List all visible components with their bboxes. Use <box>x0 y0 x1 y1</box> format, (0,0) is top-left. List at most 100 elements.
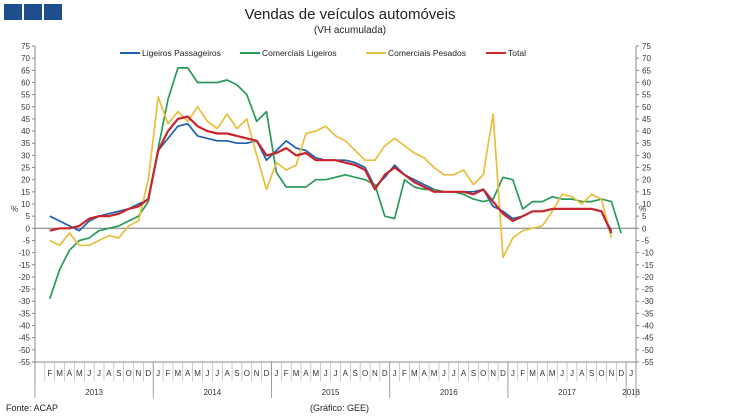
y-tick-label-left: 25 <box>21 164 30 173</box>
y-tick-label-right: -35 <box>642 309 654 318</box>
month-tick-label: J <box>156 369 160 378</box>
y-tick-label-right: -50 <box>642 346 654 355</box>
month-tick-label: A <box>422 369 428 378</box>
year-tick-label: 2015 <box>322 388 340 397</box>
y-tick-label-left: -40 <box>18 322 30 331</box>
month-tick-label: O <box>125 369 131 378</box>
y-tick-label-right: -40 <box>642 322 654 331</box>
month-tick-label: A <box>224 369 230 378</box>
y-axis-unit-left: % <box>11 204 18 213</box>
month-tick-label: J <box>97 369 101 378</box>
month-tick-label: A <box>579 369 585 378</box>
y-tick-label-right: 35 <box>642 139 651 148</box>
month-tick-label: J <box>274 369 278 378</box>
y-tick-label-right: 20 <box>642 176 651 185</box>
y-tick-label-left: 10 <box>21 200 30 209</box>
month-tick-label: A <box>461 369 467 378</box>
month-tick-label: J <box>442 369 446 378</box>
month-tick-label: M <box>175 369 182 378</box>
y-tick-label-left: 65 <box>21 66 30 75</box>
y-tick-label-right: -25 <box>642 285 654 294</box>
y-tick-label-left: -5 <box>23 236 31 245</box>
y-tick-label-left: -20 <box>18 273 30 282</box>
month-tick-label: J <box>205 369 209 378</box>
y-tick-label-right: 0 <box>642 224 647 233</box>
series-line-total <box>49 115 613 234</box>
y-tick-label-right: 5 <box>642 212 647 221</box>
year-tick-label: 2016 <box>440 388 458 397</box>
y-tick-label-right: 65 <box>642 66 651 75</box>
y-tick-label-left: 5 <box>26 212 31 221</box>
y-tick-label-right: 45 <box>642 115 651 124</box>
month-tick-label: M <box>194 369 201 378</box>
month-tick-label: J <box>570 369 574 378</box>
chart-title: Vendas de veículos automóveis <box>244 6 456 23</box>
legend-label: Ligeiros Passageiros <box>142 48 221 58</box>
y-tick-label-left: -25 <box>18 285 30 294</box>
month-tick-label: D <box>500 369 506 378</box>
y-tick-label-left: -55 <box>18 358 30 367</box>
y-tick-label-left: 15 <box>21 188 30 197</box>
y-tick-label-right: -5 <box>642 236 650 245</box>
y-tick-label-right: 60 <box>642 78 651 87</box>
month-tick-label: O <box>244 369 250 378</box>
y-tick-label-right: -55 <box>642 358 654 367</box>
month-tick-label: M <box>529 369 536 378</box>
y-tick-label-left: 35 <box>21 139 30 148</box>
y-axis-unit-right: % <box>639 204 646 213</box>
y-tick-label-left: -30 <box>18 297 30 306</box>
y-tick-label-right: 50 <box>642 103 651 112</box>
month-tick-label: N <box>608 369 614 378</box>
series-line-comerciais-ligeiros <box>48 67 623 300</box>
legend-label: Comerciais Ligeiros <box>262 48 337 58</box>
month-tick-label: F <box>166 369 171 378</box>
month-tick-label: J <box>629 369 633 378</box>
y-tick-label-right: 55 <box>642 91 651 100</box>
y-tick-label-left: 0 <box>26 224 31 233</box>
month-tick-label: S <box>471 369 476 378</box>
month-tick-label: D <box>618 369 624 378</box>
y-tick-label-left: -45 <box>18 334 30 343</box>
chart-credit: (Gráfico: GEE) <box>310 403 370 413</box>
month-tick-label: J <box>334 369 338 378</box>
y-tick-label-right: 15 <box>642 188 651 197</box>
y-tick-label-right: 75 <box>642 42 651 51</box>
month-tick-label: A <box>343 369 349 378</box>
y-tick-label-left: 60 <box>21 78 30 87</box>
y-tick-label-left: 75 <box>21 42 30 51</box>
month-tick-label: D <box>145 369 151 378</box>
y-tick-label-left: -50 <box>18 346 30 355</box>
y-tick-label-right: 40 <box>642 127 651 136</box>
y-tick-label-left: -15 <box>18 261 30 270</box>
month-tick-label: F <box>402 369 407 378</box>
month-tick-label: M <box>312 369 319 378</box>
month-tick-label: D <box>382 369 388 378</box>
year-tick-label: 2014 <box>203 388 221 397</box>
series-line-comerciais-pesados <box>49 96 613 259</box>
y-tick-label-left: 30 <box>21 151 30 160</box>
month-tick-label: A <box>540 369 546 378</box>
y-tick-label-right: 30 <box>642 151 651 160</box>
y-tick-label-right: -45 <box>642 334 654 343</box>
month-tick-label: J <box>324 369 328 378</box>
month-tick-label: O <box>362 369 368 378</box>
month-tick-label: M <box>431 369 438 378</box>
month-tick-label: J <box>215 369 219 378</box>
logo-block <box>24 4 42 20</box>
year-tick-label: 2018 <box>622 388 640 397</box>
year-tick-label: 2013 <box>85 388 103 397</box>
month-tick-label: J <box>560 369 564 378</box>
y-tick-label-right: -15 <box>642 261 654 270</box>
month-tick-label: A <box>106 369 112 378</box>
chart-subtitle: (VH acumulada) <box>313 25 387 36</box>
month-tick-label: O <box>480 369 486 378</box>
month-tick-label: A <box>67 369 73 378</box>
logo-block <box>4 4 22 20</box>
month-tick-label: S <box>116 369 121 378</box>
y-tick-label-right: -20 <box>642 273 654 282</box>
month-tick-label: J <box>87 369 91 378</box>
y-tick-label-left: 45 <box>21 115 30 124</box>
month-tick-label: N <box>490 369 496 378</box>
month-tick-label: M <box>411 369 418 378</box>
